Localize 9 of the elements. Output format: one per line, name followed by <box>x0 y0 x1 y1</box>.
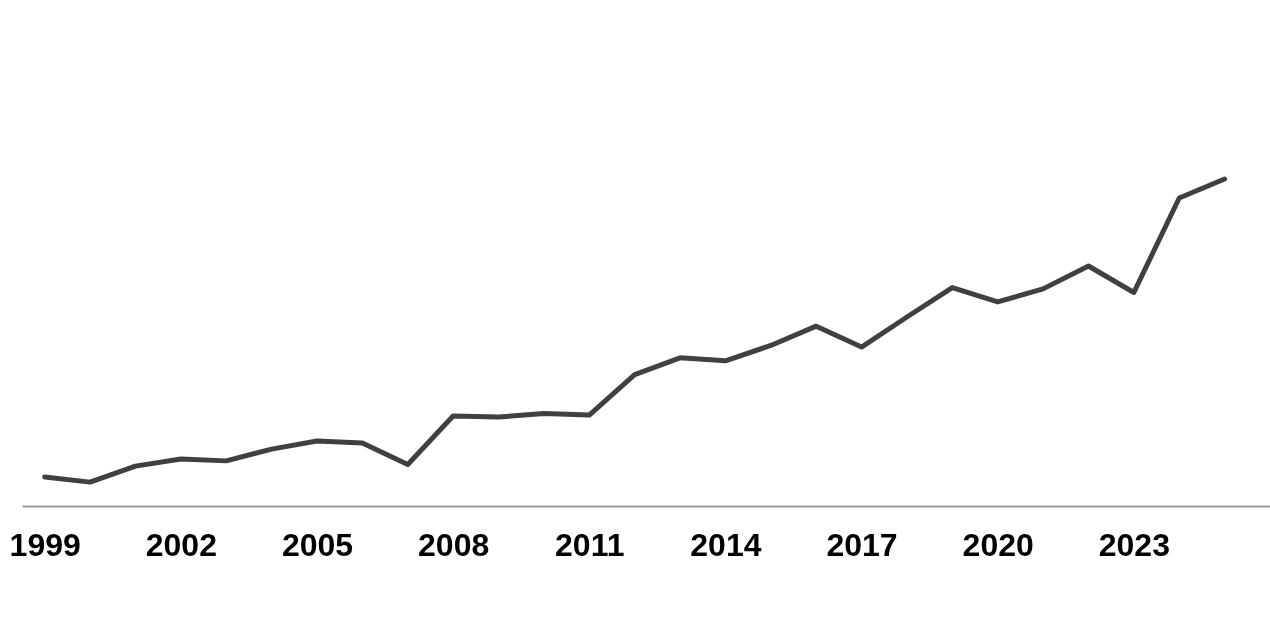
x-tick-label: 2023 <box>1098 526 1170 563</box>
x-tick-label: 2005 <box>281 526 354 563</box>
x-tick-label: 2011 <box>555 526 625 563</box>
x-tick-label: 2014 <box>690 526 762 563</box>
x-tick-label: 1999 <box>9 526 81 563</box>
x-tick-label: 2017 <box>826 526 898 563</box>
x-tick-label: 2020 <box>962 526 1034 563</box>
x-tick-label: 2008 <box>418 526 490 563</box>
x-tick-label: 2002 <box>145 526 217 563</box>
